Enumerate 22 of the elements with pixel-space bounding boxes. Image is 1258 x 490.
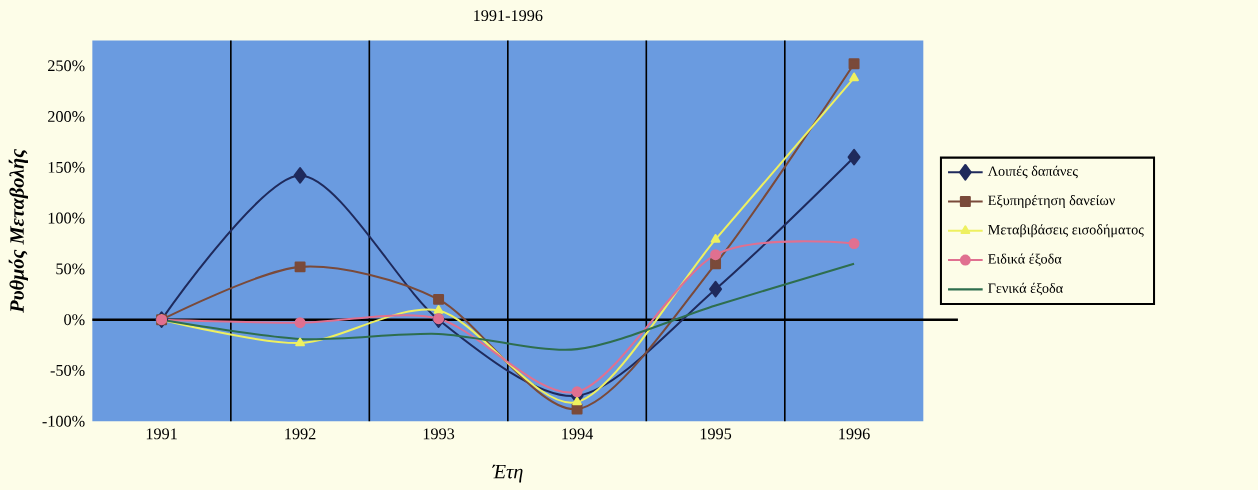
y-tick-label: 50% <box>56 263 85 275</box>
y-tick-label: 200% <box>48 110 85 122</box>
y-tick-label: 150% <box>48 161 85 173</box>
legend-label: Μεταβιβάσεις εισοδήματος <box>988 224 1144 238</box>
x-tick-label: 1994 <box>562 428 594 440</box>
x-tick-label: 1991 <box>146 428 177 440</box>
y-tick-label: -50% <box>50 364 85 376</box>
legend-label: Ειδικά έξοδα <box>988 253 1062 266</box>
x-tick-label: 1993 <box>423 428 455 440</box>
y-tick-label: 0% <box>64 313 85 325</box>
chart-title: 1991-1996 <box>474 9 543 21</box>
y-tick-label: 100% <box>48 212 85 224</box>
y-tick-label: -100% <box>42 415 85 427</box>
legend-label: Εξυπηρέτηση δανείων <box>988 194 1115 208</box>
y-axis-title: Ρυθμός Μεταβολής <box>8 148 28 313</box>
x-axis-title: Έτη <box>492 464 523 483</box>
x-tick-label: 1995 <box>700 428 732 440</box>
y-tick-label: 250% <box>48 60 85 72</box>
x-tick-label: 1996 <box>839 428 870 440</box>
legend-label: Λοιπές δαπάνες <box>987 165 1078 179</box>
x-tick-label: 1992 <box>285 428 316 440</box>
legend-label: Γενικά έξοδα <box>988 282 1063 296</box>
